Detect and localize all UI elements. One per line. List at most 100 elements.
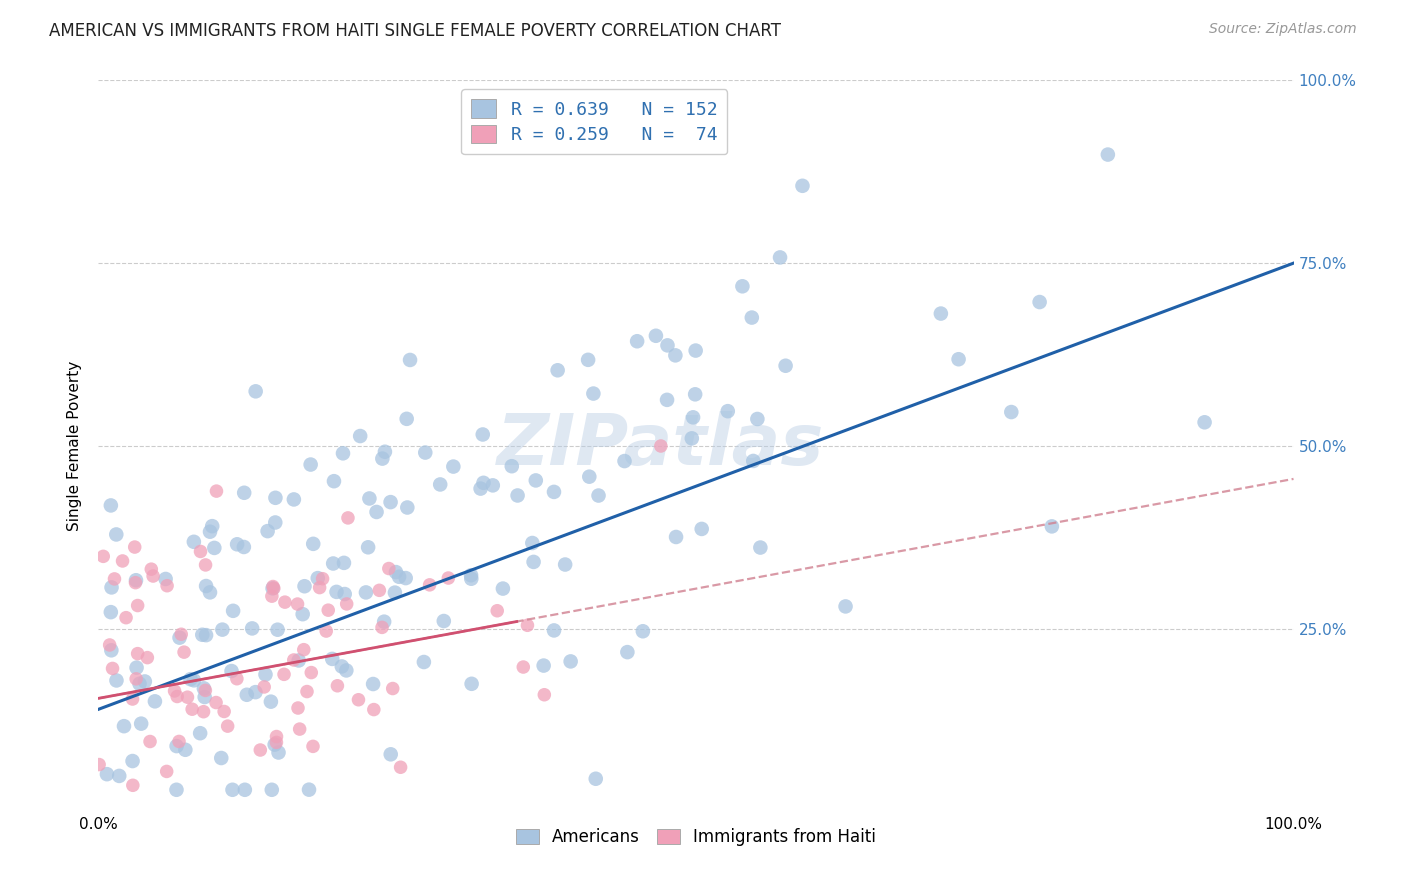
Point xyxy=(100,643,122,657)
Point xyxy=(287,701,309,715)
Point xyxy=(201,519,224,533)
Point xyxy=(349,429,371,443)
Point xyxy=(769,251,792,265)
Point xyxy=(1194,415,1216,429)
Point xyxy=(202,541,225,555)
Point xyxy=(747,412,769,426)
Point xyxy=(1097,147,1119,161)
Point xyxy=(260,695,283,709)
Point xyxy=(616,645,638,659)
Point xyxy=(256,524,278,538)
Point xyxy=(121,754,143,768)
Point xyxy=(195,579,218,593)
Point xyxy=(554,558,576,572)
Point xyxy=(96,767,118,781)
Point xyxy=(125,672,148,686)
Point xyxy=(260,589,283,603)
Point xyxy=(742,454,765,468)
Point xyxy=(522,536,544,550)
Point xyxy=(100,605,122,619)
Point xyxy=(307,571,329,585)
Point xyxy=(749,541,772,555)
Point xyxy=(429,477,451,491)
Point xyxy=(792,178,814,193)
Point xyxy=(366,505,388,519)
Point xyxy=(156,579,179,593)
Point xyxy=(193,681,215,696)
Point xyxy=(183,534,205,549)
Point xyxy=(395,412,418,426)
Point xyxy=(100,499,122,513)
Text: ZIPatlas: ZIPatlas xyxy=(496,411,824,481)
Point xyxy=(195,628,218,642)
Point xyxy=(948,352,970,367)
Point xyxy=(332,446,354,460)
Point xyxy=(174,743,197,757)
Point xyxy=(523,555,546,569)
Point xyxy=(929,307,952,321)
Point xyxy=(1000,405,1022,419)
Point xyxy=(395,571,418,585)
Point xyxy=(254,667,277,681)
Point xyxy=(437,571,460,585)
Point xyxy=(547,363,569,377)
Point xyxy=(357,541,380,555)
Point xyxy=(163,684,186,698)
Point xyxy=(336,597,359,611)
Point xyxy=(380,495,402,509)
Point xyxy=(486,604,509,618)
Point xyxy=(291,607,314,622)
Point xyxy=(834,599,856,614)
Point xyxy=(245,685,267,699)
Point xyxy=(335,664,357,678)
Point xyxy=(264,516,287,530)
Point xyxy=(533,688,555,702)
Point xyxy=(470,482,492,496)
Point xyxy=(170,627,193,641)
Point xyxy=(363,702,385,716)
Point xyxy=(650,439,672,453)
Point xyxy=(316,603,339,617)
Point xyxy=(233,782,256,797)
Point xyxy=(380,747,402,762)
Point xyxy=(179,672,201,686)
Point xyxy=(240,621,263,635)
Point xyxy=(302,739,325,754)
Point xyxy=(156,764,179,779)
Point xyxy=(543,624,565,638)
Point xyxy=(359,491,381,506)
Point xyxy=(125,573,148,587)
Point xyxy=(330,659,353,673)
Point xyxy=(302,537,325,551)
Point xyxy=(283,492,305,507)
Point xyxy=(690,522,713,536)
Point xyxy=(183,673,205,688)
Point xyxy=(194,558,217,572)
Point xyxy=(274,595,297,609)
Point xyxy=(298,782,321,797)
Point xyxy=(194,690,217,704)
Point xyxy=(368,583,391,598)
Point xyxy=(225,672,247,686)
Point xyxy=(685,343,707,358)
Point xyxy=(124,575,146,590)
Point xyxy=(91,549,114,564)
Point xyxy=(194,683,217,698)
Point xyxy=(412,655,434,669)
Point xyxy=(253,680,276,694)
Point xyxy=(111,554,134,568)
Point xyxy=(190,544,212,558)
Point xyxy=(136,650,159,665)
Point xyxy=(211,623,233,637)
Point xyxy=(205,696,228,710)
Point xyxy=(209,751,232,765)
Y-axis label: Single Female Poverty: Single Female Poverty xyxy=(67,361,83,531)
Point xyxy=(381,681,404,696)
Point xyxy=(578,469,600,483)
Point xyxy=(389,760,412,774)
Point xyxy=(217,719,239,733)
Legend: Americans, Immigrants from Haiti: Americans, Immigrants from Haiti xyxy=(508,820,884,855)
Point xyxy=(141,562,163,576)
Point xyxy=(233,485,256,500)
Point xyxy=(125,660,148,674)
